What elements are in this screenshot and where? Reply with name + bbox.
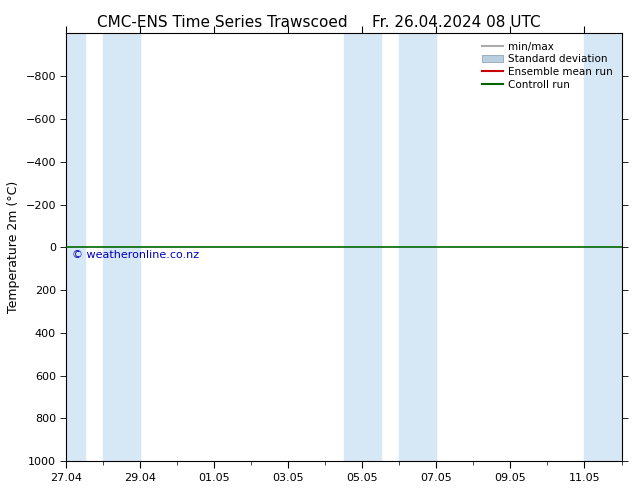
Legend: min/max, Standard deviation, Ensemble mean run, Controll run: min/max, Standard deviation, Ensemble me… (479, 39, 616, 93)
Y-axis label: Temperature 2m (°C): Temperature 2m (°C) (7, 181, 20, 314)
Bar (67, 33, 85, 461)
Text: Fr. 26.04.2024 08 UTC: Fr. 26.04.2024 08 UTC (372, 15, 541, 30)
Bar (103, 33, 140, 461)
Text: CMC-ENS Time Series Trawscoed: CMC-ENS Time Series Trawscoed (96, 15, 347, 30)
Bar (344, 33, 381, 461)
Bar (585, 33, 621, 461)
Text: © weatheronline.co.nz: © weatheronline.co.nz (72, 249, 199, 260)
Bar (399, 33, 436, 461)
